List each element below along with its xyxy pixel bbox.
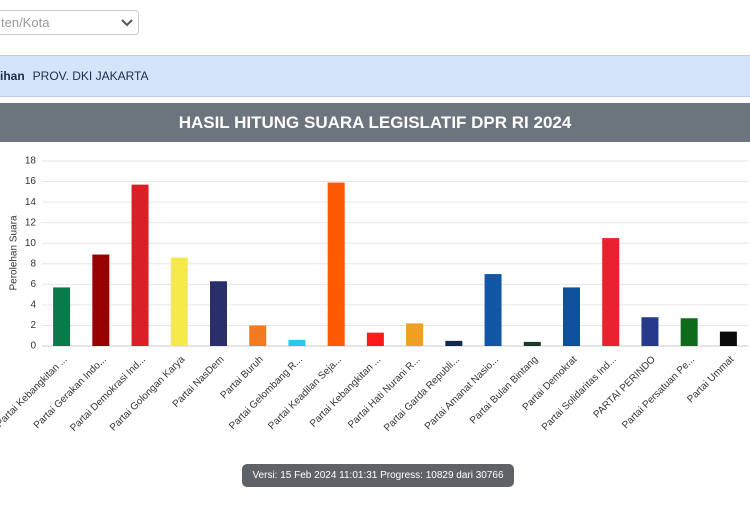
region-value: PROV. DKI JAKARTA xyxy=(32,69,149,83)
bar xyxy=(680,318,698,346)
version-info: Versi: 15 Feb 2024 11:01:31 Progress: 10… xyxy=(242,464,514,504)
chart-title: HASIL HITUNG SUARA LEGISLATIF DPR RI 202… xyxy=(0,103,750,142)
bar xyxy=(92,254,110,346)
x-tick-label: Partai Solidaritas Ind... xyxy=(540,354,619,433)
x-tick-label: Partai Kebangkitan ... xyxy=(0,354,70,429)
region-label: ihan xyxy=(0,69,25,83)
bar xyxy=(327,182,345,346)
x-tick-label: Partai Gerakan Indo... xyxy=(32,354,109,431)
bar xyxy=(719,331,737,346)
x-tick-label: Partai Demokrasi Ind... xyxy=(68,354,148,434)
x-tick-label: Partai Garda Republi... xyxy=(382,354,462,434)
bar xyxy=(406,323,424,346)
x-tick-label: Partai Bulan Bintang xyxy=(468,354,540,426)
bar xyxy=(523,341,541,346)
bar xyxy=(249,325,267,346)
bar xyxy=(602,238,620,346)
y-tick-label: 10 xyxy=(25,238,37,249)
dropdown[interactable]: ten/Kota xyxy=(0,10,139,35)
dropdown-placeholder: ten/Kota xyxy=(1,15,50,30)
x-tick-label: Partai Golongan Karya xyxy=(108,354,188,434)
y-tick-label: 12 xyxy=(25,217,37,228)
y-tick-label: 0 xyxy=(30,341,36,352)
x-tick-label: Partai Kebangkitan ... xyxy=(308,354,383,429)
bar xyxy=(641,317,659,346)
bar xyxy=(131,184,149,346)
y-tick-label: 6 xyxy=(30,279,36,290)
x-tick-label: Partai Keadilan Seja... xyxy=(266,354,344,432)
x-tick-label: Partai Gelombang R... xyxy=(227,354,305,432)
y-tick-label: 14 xyxy=(25,197,37,208)
x-tick-label: Partai Amanat Nasio... xyxy=(423,354,501,432)
chart: Perolehan Suara 0 2 4 6 8 10 12 14 16 18 Partai Ke… xyxy=(0,156,748,434)
bar xyxy=(210,281,227,346)
y-tick-label: 4 xyxy=(30,300,36,311)
y-tick-label: 18 xyxy=(25,156,37,167)
chevron xyxy=(121,19,133,27)
bar xyxy=(170,257,188,346)
x-tick-label: Partai Hati Nurani R... xyxy=(346,354,423,431)
bar xyxy=(53,287,71,346)
x-tick-label: Partai Persatuan Pe... xyxy=(620,354,697,431)
bar xyxy=(445,340,463,346)
y-tick-label: 16 xyxy=(25,176,37,187)
bar xyxy=(563,287,580,346)
bar xyxy=(366,332,384,346)
bar xyxy=(288,339,306,346)
y-axis-title: Perolehan Suara xyxy=(9,215,20,290)
y-tick-label: 2 xyxy=(30,320,36,331)
region-bar: ihan PROV. DKI JAKARTA xyxy=(0,55,750,97)
y-tick-label: 8 xyxy=(30,258,36,269)
bar xyxy=(484,274,502,346)
